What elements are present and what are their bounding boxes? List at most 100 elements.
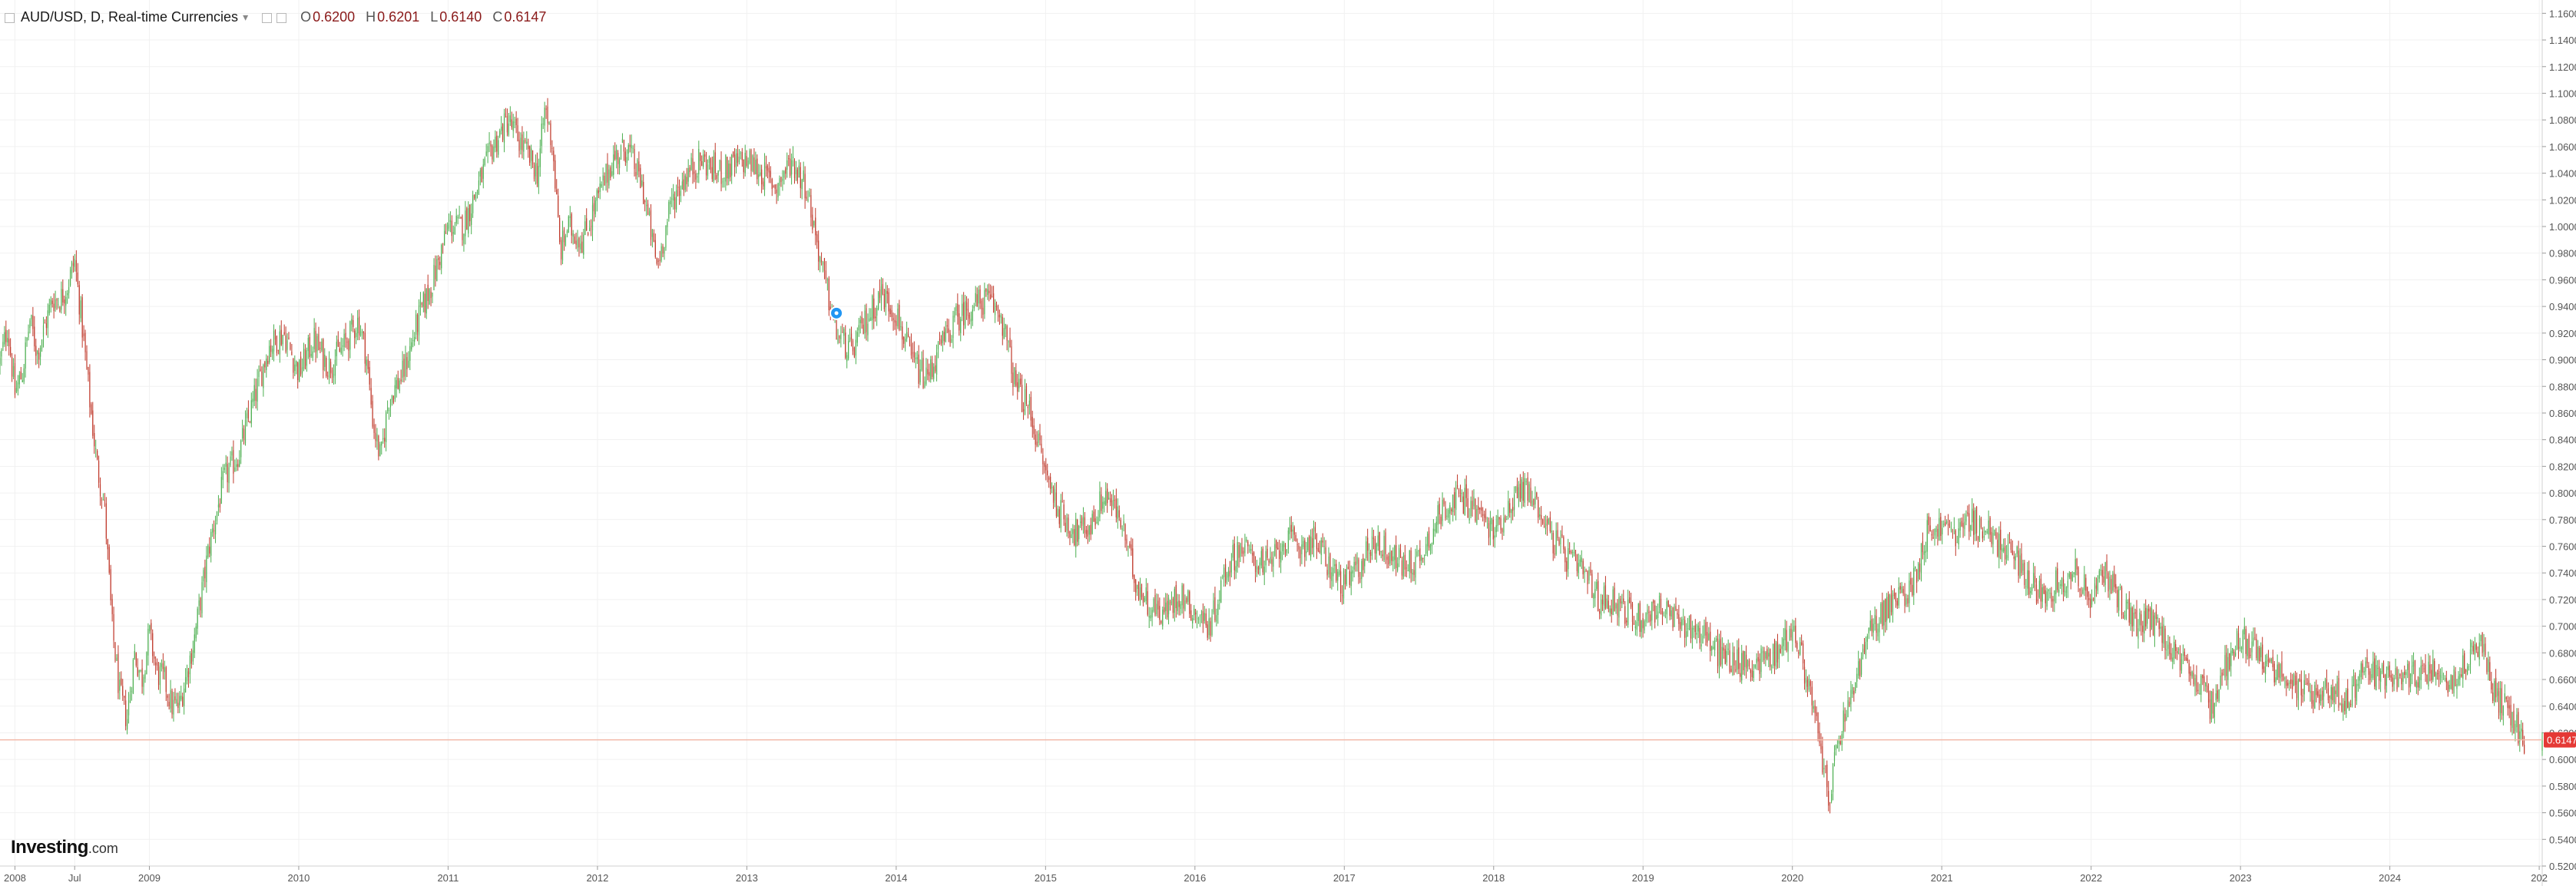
candle [4,326,5,347]
candle [1486,517,1488,529]
candle [2161,616,2163,651]
candle [1541,518,1544,525]
candle [515,111,517,134]
candle [2415,679,2417,694]
candle [1917,561,1919,582]
candle [644,199,646,212]
candle [2074,548,2076,584]
candle [922,349,924,389]
candle [2327,682,2329,704]
symbol-title[interactable]: AUD/USD, D, Real-time Currencies [21,8,239,25]
candle [1708,626,1710,641]
candle [367,354,369,374]
candle [147,623,149,666]
candle [662,243,664,257]
candle [1886,593,1888,630]
event-marker-icon[interactable] [829,306,844,320]
candle [1151,607,1153,626]
candle [1129,541,1131,549]
candle [2478,633,2480,666]
settings-icon[interactable] [262,12,273,23]
candle [2196,665,2197,696]
close-icon[interactable] [276,12,287,23]
candle [397,370,399,390]
candle [364,322,366,373]
candle [2344,692,2346,715]
candle [1606,594,1608,610]
candle [707,159,709,180]
candle [1958,518,1959,550]
chevron-down-icon[interactable]: ▾ [243,10,249,23]
candle [815,207,816,246]
candle [2450,674,2452,690]
close-value: 0.6147 [504,8,547,25]
candle [204,559,206,588]
candle [1127,545,1129,557]
candle [2393,674,2395,692]
candle [1833,745,1836,767]
candle [2184,648,2185,661]
candle [429,288,430,306]
candle [1978,515,1981,543]
candle [1451,507,1452,515]
candle [1890,585,1892,616]
candle [446,222,449,235]
candle [134,643,135,660]
x-tick-label: 2008 [4,872,26,884]
candle [1036,431,1038,448]
candle [2377,660,2379,676]
candle [108,544,110,575]
candle [614,142,616,161]
candle [1132,538,1134,580]
candle [1219,590,1220,610]
candle [2170,643,2172,662]
candle [1277,541,1279,550]
candle [1557,522,1558,541]
candle [665,225,667,251]
candle [1844,707,1846,732]
candle [2257,640,2259,663]
candle [2456,679,2458,699]
candle [668,200,670,222]
candles[interactable] [0,0,2543,814]
candle [1422,557,1424,563]
time-axis[interactable]: 2008 Jul 2009 2010 2011 2012 2013 2014 2015 2016 2… [4,866,2548,884]
collapse-legend-icon[interactable] [5,12,15,23]
candle [2459,667,2461,686]
candle [1343,568,1345,604]
candle [1902,586,1904,597]
candle [1118,505,1120,521]
candle [92,402,94,439]
candle [274,329,276,345]
candle [2510,696,2511,732]
candle [1080,514,1081,528]
candle [1889,593,1891,623]
candle [2046,587,2048,610]
candle [846,352,848,369]
x-tick-label: 2024 [2379,872,2401,884]
candle [569,206,571,227]
candle [873,288,875,329]
candle [2028,560,2030,599]
candle [1473,489,1475,510]
candle [184,668,187,693]
candle [2120,584,2121,590]
candle [1446,508,1448,521]
candle [780,177,782,187]
candle [1416,544,1418,557]
ohlc-high: H 0.6201 [366,8,420,25]
candle [1850,680,1852,712]
candle [535,154,537,185]
candle [798,159,800,178]
candle [720,151,722,192]
candle [2079,588,2081,598]
candle [2218,689,2220,703]
candle [1543,516,1545,528]
candle [2088,591,2090,608]
candle [1319,541,1320,554]
candle [1011,339,1012,383]
x-tick-label: 2012 [586,872,608,884]
price-axis[interactable]: 0.52000.54000.56000.58000.60000.62000.64… [2542,8,2576,872]
candle [848,334,849,361]
